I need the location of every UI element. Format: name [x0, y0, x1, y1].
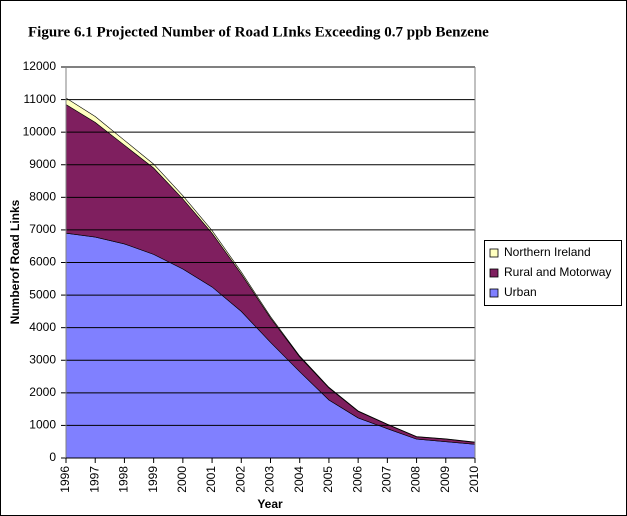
- legend-swatch: [489, 268, 499, 278]
- legend-label: Northern Ireland: [504, 245, 591, 259]
- y-tick-label: 6000: [29, 255, 56, 269]
- y-axis-title: Numberof Road Links: [8, 199, 22, 324]
- x-tick-label: 2007: [380, 466, 394, 493]
- y-tick-label: 10000: [23, 124, 57, 138]
- x-tick-label: 2000: [175, 466, 189, 493]
- y-tick-label: 11000: [24, 92, 57, 106]
- legend-swatch: [489, 288, 499, 298]
- x-tick-label: 2001: [204, 466, 218, 493]
- x-axis-title: Year: [257, 497, 283, 511]
- x-tick-label: 2008: [409, 466, 423, 493]
- legend-label: Rural and Motorway: [504, 265, 611, 279]
- x-tick-label: 2009: [438, 466, 452, 493]
- y-tick-label: 9000: [29, 157, 56, 171]
- y-tick-label: 5000: [29, 287, 56, 301]
- x-tick-label: 1996: [58, 466, 72, 493]
- legend-label: Urban: [504, 285, 537, 299]
- y-tick-label: 7000: [29, 222, 56, 236]
- y-tick-label: 0: [49, 450, 56, 464]
- x-tick-label: 2006: [350, 466, 364, 493]
- legend-swatch: [489, 248, 499, 258]
- y-tick-label: 2000: [29, 385, 56, 399]
- x-tick-label: 1998: [117, 466, 131, 493]
- x-tick-label: 2004: [292, 466, 306, 493]
- chart-title: Figure 6.1 Projected Number of Road LInk…: [28, 24, 489, 40]
- x-tick-label: 2010: [467, 466, 481, 493]
- y-tick-label: 8000: [29, 190, 56, 204]
- y-tick-label: 1000: [29, 418, 56, 432]
- y-tick-label: 4000: [29, 320, 56, 334]
- x-tick-label: 2003: [263, 466, 277, 493]
- y-tick-label: 12000: [23, 59, 57, 73]
- x-tick-label: 2005: [321, 466, 335, 493]
- x-tick-label: 2002: [233, 466, 247, 493]
- legend-box: [484, 240, 622, 306]
- y-tick-label: 3000: [29, 352, 56, 366]
- x-tick-label: 1997: [87, 466, 101, 493]
- x-tick-label: 1999: [146, 466, 160, 493]
